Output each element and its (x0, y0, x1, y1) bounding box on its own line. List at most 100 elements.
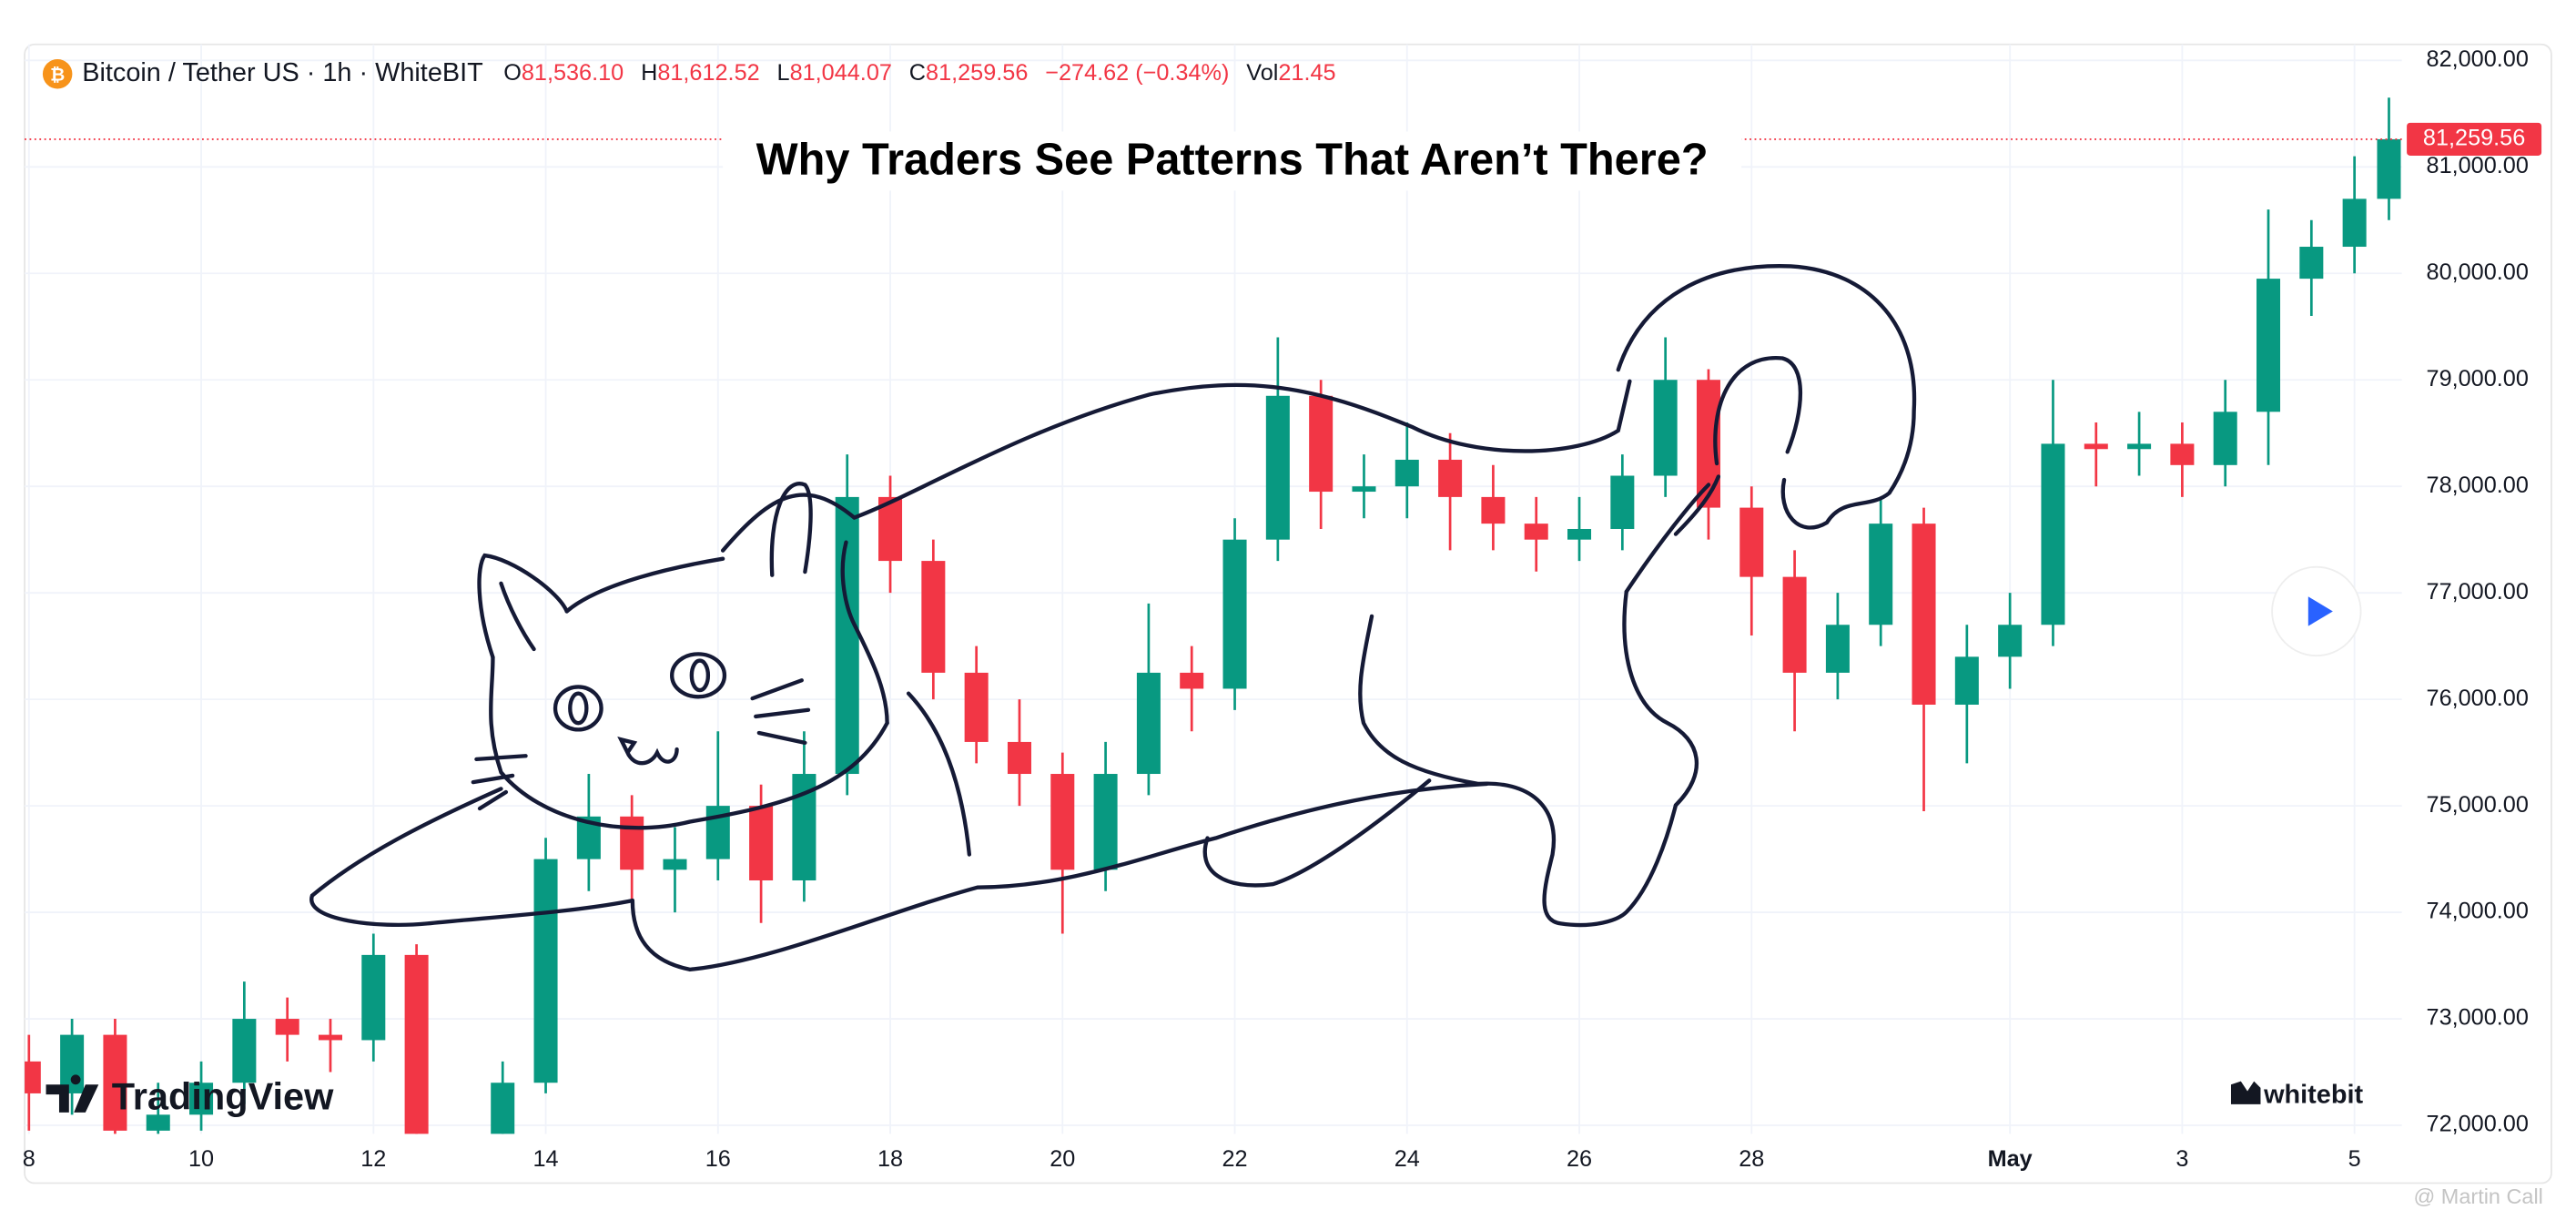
candle-body (1481, 496, 1506, 524)
candle-body (25, 1061, 41, 1093)
play-icon[interactable] (2307, 596, 2333, 626)
y-tick-label: 78,000.00 (2427, 473, 2529, 498)
candle-body (2127, 443, 2152, 450)
chart-frame (24, 43, 2552, 1184)
x-tick-label: 8 (23, 1146, 35, 1172)
candle-body (1222, 539, 1247, 689)
logo-text: TradingView (112, 1074, 334, 1117)
cat-drawing (309, 264, 1917, 972)
broker-logo: whitebit (2263, 1080, 2363, 1109)
candle-body (146, 1114, 170, 1131)
candle-body (835, 496, 859, 775)
y-tick-label: 81,000.00 (2427, 153, 2529, 178)
y-tick-label: 82,000.00 (2427, 46, 2529, 72)
candle-body (1438, 459, 1463, 497)
candle-body (2342, 198, 2367, 248)
x-tick-label: 22 (1222, 1146, 1247, 1172)
ohlc-label: C (909, 60, 926, 86)
y-tick-label: 73,000.00 (2427, 1005, 2529, 1031)
coin-icon (42, 59, 73, 89)
candle-body (189, 1083, 214, 1115)
ohlc-value: 81,612.52 (657, 60, 759, 86)
candle-body (2377, 138, 2401, 199)
symbol-header: Bitcoin / Tether US · 1h · WhiteBIT O81,… (82, 58, 1335, 87)
candle-body (533, 859, 558, 1083)
candle-body (1567, 528, 1592, 540)
last-price-box (2407, 122, 2542, 156)
ohlc-value: 81,044.07 (790, 60, 892, 86)
last-price-label: 81,259.56 (2423, 126, 2525, 151)
candle-body (1653, 380, 1678, 476)
x-tick-label: 26 (1567, 1146, 1592, 1172)
tradingview-logo: TradingView (46, 1074, 334, 1117)
y-tick-label: 72,000.00 (2427, 1112, 2529, 1137)
ohlc-value: 81,259.56 (926, 60, 1028, 86)
y-tick-label: 76,000.00 (2427, 686, 2529, 711)
candle-body (964, 672, 989, 742)
candle-body (404, 954, 429, 1134)
candle-body (1394, 459, 1419, 487)
candle-body (60, 1034, 85, 1093)
candle-body (1739, 507, 1764, 577)
x-tick-label: 3 (2175, 1146, 2188, 1172)
candle-body (103, 1034, 127, 1131)
candle-body (1524, 524, 1548, 540)
candle-body (1912, 524, 1936, 705)
candle-body (275, 1019, 299, 1035)
ohlc-label: O (503, 60, 522, 86)
ohlc-label: L (777, 60, 790, 86)
chart-title: Why Traders See Patterns That Aren’t The… (756, 136, 1709, 185)
x-tick-label: 18 (877, 1146, 903, 1172)
x-tick-label: 12 (360, 1146, 386, 1172)
x-tick-label: 5 (2348, 1146, 2361, 1172)
candle-body (2299, 247, 2324, 280)
candle-body (2213, 412, 2237, 465)
x-tick-label: 10 (188, 1146, 214, 1172)
candle-body (1309, 395, 1334, 493)
coin-icon-glyph: ₿ (50, 65, 65, 85)
candle-body (2257, 279, 2281, 412)
x-tick-label: 14 (532, 1146, 558, 1172)
candle-body (318, 1034, 342, 1041)
y-tick-label: 74,000.00 (2427, 899, 2529, 924)
candle-body (1136, 672, 1161, 775)
x-tick-label: 24 (1394, 1146, 1420, 1172)
candle-body (1265, 395, 1290, 540)
candle-body (1869, 524, 1893, 625)
y-tick-label: 75,000.00 (2427, 792, 2529, 818)
candle-body (491, 1083, 515, 1134)
candle-body (1352, 486, 1376, 493)
candle-body (620, 816, 644, 870)
y-tick-label: 77,000.00 (2427, 579, 2529, 605)
ohlc-value: 81,536.10 (522, 60, 624, 86)
candle-body (1007, 741, 1031, 775)
candle-body (1093, 774, 1118, 870)
candle-body (2041, 443, 2065, 625)
x-tick-label: 16 (705, 1146, 731, 1172)
candle-body (361, 954, 386, 1041)
title-backdrop (723, 131, 1742, 191)
ohlc-label: H (641, 60, 657, 86)
candle-body (1610, 475, 1635, 529)
symbol: Bitcoin / Tether US · 1h · WhiteBIT (82, 58, 483, 87)
candle-body (1180, 672, 1204, 689)
y-tick-label: 79,000.00 (2427, 366, 2529, 391)
candle-body (2170, 443, 2195, 465)
candle-body (232, 1019, 257, 1083)
logo-mark (46, 1074, 99, 1113)
x-tick-label: 28 (1739, 1146, 1764, 1172)
x-tick-label: May (1988, 1146, 2033, 1172)
candle-body (2084, 443, 2108, 450)
candle-body (1782, 576, 1807, 673)
broker-logo-mark (2230, 1081, 2261, 1104)
candle-body (663, 859, 687, 870)
candle-body (921, 561, 946, 673)
candle-body (1954, 656, 1979, 705)
candle-body (1998, 625, 2023, 657)
watermark: @ Martin Call (2413, 1184, 2542, 1208)
candle-body (749, 806, 774, 880)
candle-body (1050, 774, 1075, 870)
volume-label: Vol (1246, 60, 1278, 86)
volume-value: 21.45 (1278, 60, 1335, 86)
